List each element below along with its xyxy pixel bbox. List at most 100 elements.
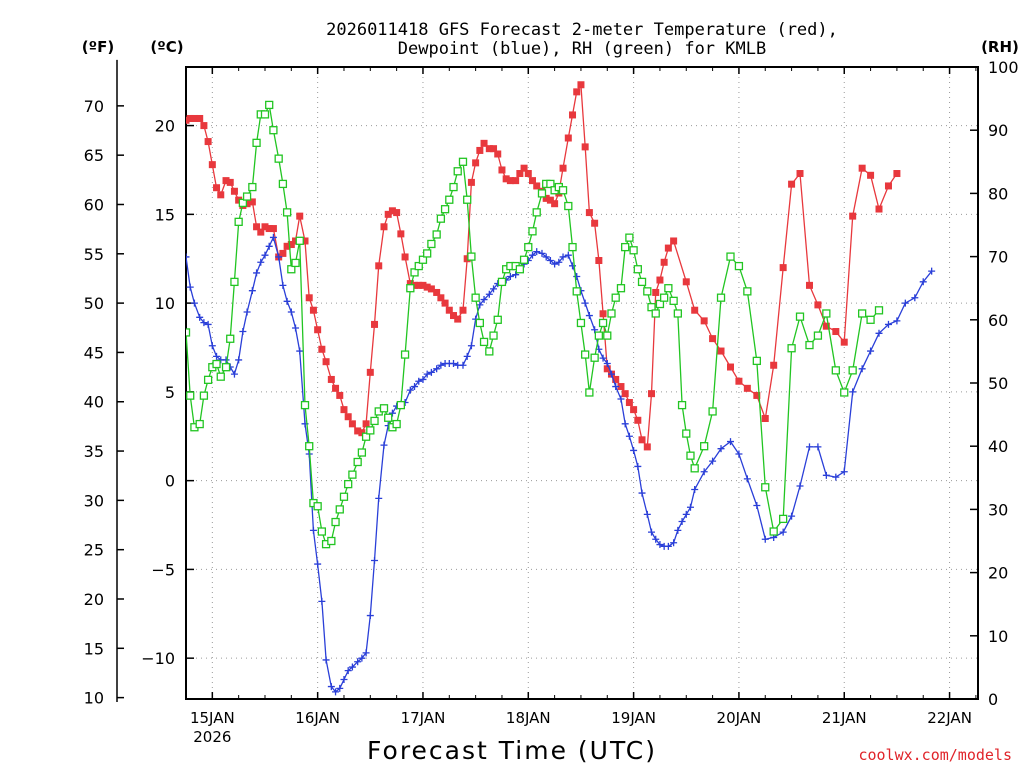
- rh-point: [669, 296, 678, 305]
- rh-tick-label: 90: [988, 121, 1008, 140]
- temperature-point: [858, 164, 866, 172]
- axes: 15JAN 16JAN 17JAN 18JAN 19JAN 20JAN 21JAN 22JAN…: [84, 58, 1019, 746]
- rh-tick-label: 60: [988, 311, 1008, 330]
- rh-point: [716, 293, 726, 302]
- temperature-point: [884, 182, 892, 190]
- rh-point: [458, 157, 468, 166]
- temperature-point: [441, 299, 449, 307]
- dewpoint-point: [542, 253, 550, 261]
- dewpoint-point: [411, 383, 419, 391]
- temperature-point: [682, 278, 690, 286]
- rh-point: [432, 230, 441, 239]
- dewpoint-point: [893, 317, 901, 325]
- dewpoint-point: [670, 539, 678, 547]
- temperature-point: [814, 301, 822, 309]
- rh-point: [690, 464, 699, 473]
- rh-point: [493, 315, 502, 324]
- x-axis-tick-label: 22JAN: [927, 709, 972, 727]
- rh-point: [265, 100, 274, 110]
- dewpoint-point: [261, 251, 269, 259]
- dewpoint-point: [427, 368, 435, 376]
- dewpoint-point: [275, 253, 283, 261]
- rh-point: [629, 246, 638, 255]
- temperature-point: [533, 182, 541, 190]
- temperature-point: [230, 187, 238, 195]
- dewpoint-point: [467, 342, 475, 350]
- temperature-point: [480, 139, 488, 147]
- rh-point: [603, 331, 612, 340]
- rh-point: [370, 416, 379, 426]
- dewpoint-point: [832, 473, 840, 481]
- celsius-tick-label: 0: [165, 472, 175, 491]
- dewpoint-point: [652, 535, 660, 543]
- rh-series: [186, 100, 884, 549]
- dewpoint-point: [348, 663, 356, 671]
- rh-point: [274, 154, 283, 163]
- temperature-point: [371, 320, 379, 328]
- fahrenheit-tick-label: 70: [84, 97, 104, 116]
- dewpoint-point: [419, 375, 427, 383]
- rh-point: [558, 186, 568, 195]
- temperature-point: [437, 294, 445, 302]
- temperature-point: [208, 161, 216, 169]
- dewpoint-point: [265, 242, 273, 250]
- temperature-point: [362, 420, 370, 428]
- temperature-point: [445, 306, 453, 314]
- rh-point: [625, 233, 634, 242]
- dewpoint-point: [423, 370, 431, 378]
- rh-point: [423, 249, 432, 258]
- temperature-point: [595, 257, 603, 265]
- dewpoint-point: [362, 649, 370, 657]
- rh-point: [300, 400, 310, 410]
- rh-point: [598, 318, 608, 328]
- rh-point: [726, 252, 735, 261]
- dewpoint-point: [691, 486, 699, 494]
- temperature-point: [472, 159, 480, 167]
- temperature-point: [485, 145, 493, 153]
- rh-point: [440, 205, 450, 214]
- rh-point: [366, 426, 375, 435]
- temperature-point: [287, 241, 295, 249]
- fahrenheit-tick-label: 40: [84, 393, 104, 412]
- temperature-point: [454, 315, 462, 323]
- temperature-point: [581, 143, 589, 151]
- temperature-point: [634, 416, 642, 424]
- temperature-point: [599, 310, 607, 318]
- x-axis-tick-label: 15JAN: [190, 709, 235, 727]
- temperature-point: [617, 383, 625, 391]
- temperature-point: [332, 384, 340, 392]
- rh-point: [651, 309, 660, 318]
- rh-point: [572, 287, 581, 296]
- dewpoint-point: [213, 352, 221, 360]
- dewpoint-point: [208, 342, 216, 350]
- dewpoint-point: [551, 260, 559, 268]
- rh-point: [449, 182, 458, 192]
- rh-point: [331, 517, 340, 527]
- dewpoint-point: [591, 326, 599, 334]
- dewpoint-point: [581, 299, 589, 307]
- temperature-point: [344, 413, 352, 421]
- dewpoint-point: [230, 370, 238, 378]
- dewpoint-point: [332, 688, 340, 696]
- temperature-point: [779, 264, 787, 272]
- temperature-point: [670, 237, 678, 245]
- rh-point: [406, 284, 415, 293]
- temperature-point: [292, 237, 300, 245]
- temperature-point: [612, 375, 620, 383]
- temperature-point: [516, 170, 524, 178]
- temperature-point: [235, 196, 243, 204]
- dewpoint-point: [476, 301, 484, 309]
- rh-tick-label: 50: [988, 374, 1008, 393]
- dewpoint-point: [674, 526, 682, 534]
- rh-point: [199, 391, 209, 400]
- rh-point: [344, 479, 353, 489]
- rh-point: [348, 470, 357, 479]
- temperature-point: [603, 365, 611, 373]
- temperature-point: [433, 288, 441, 296]
- temperature-point: [348, 420, 356, 428]
- temperature-point: [322, 358, 330, 366]
- dewpoint-point: [485, 290, 493, 298]
- x-axis-tick-label: 16JAN: [295, 709, 340, 727]
